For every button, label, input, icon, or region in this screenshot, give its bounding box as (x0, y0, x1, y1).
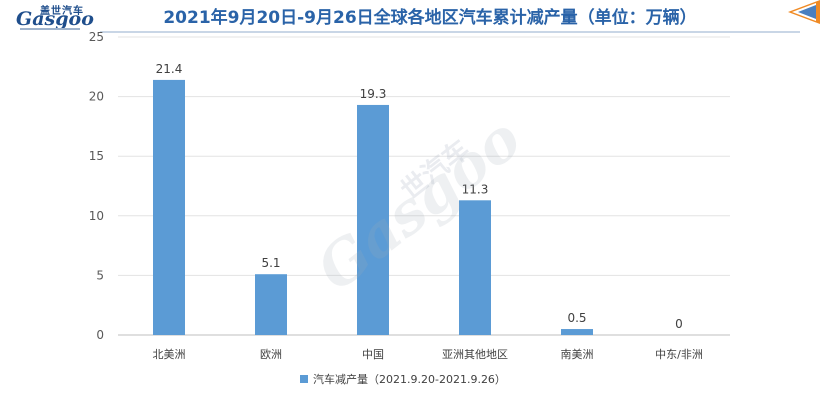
bar (459, 200, 491, 335)
data-label: 19.3 (360, 87, 387, 101)
data-label: 21.4 (156, 62, 183, 76)
x-tick-label: 南美洲 (561, 348, 594, 361)
y-tick-label: 0 (96, 328, 104, 342)
y-tick-label: 25 (89, 30, 104, 44)
x-tick-label: 北美洲 (153, 348, 186, 361)
logo-cn-text: 盖世汽车 (40, 6, 84, 17)
data-label: 0 (675, 317, 683, 331)
bar (255, 274, 287, 335)
y-tick-label: 5 (96, 268, 104, 282)
y-tick-label: 15 (89, 149, 104, 163)
bar (357, 104, 389, 335)
bar (561, 329, 593, 335)
gasgoo-logo: 盖世汽车 Gasgoo (6, 2, 98, 32)
bar (153, 79, 185, 335)
chart-area: 世汽车 Gasgoo 0 5 10 15 20 25 21.4 北美洲 5.1 欧洲 19.3 中国 1… (0, 30, 820, 401)
x-tick-label: 中国 (362, 348, 384, 361)
y-tick-label: 10 (89, 209, 104, 223)
data-label: 11.3 (462, 182, 489, 196)
legend-label: 汽车减产量（2021.9.20-2021.9.26） (313, 372, 506, 386)
data-label: 0.5 (567, 311, 586, 325)
y-tick-label: 20 (89, 90, 104, 104)
logo-underline (20, 28, 80, 30)
legend-swatch (300, 375, 308, 383)
x-tick-label: 中东/非洲 (655, 348, 703, 361)
chart-title: 2021年9月20日-9月26日全球各地区汽车累计减产量（单位：万辆） (163, 7, 697, 28)
title-bar: 2021年9月20日-9月26日全球各地区汽车累计减产量（单位：万辆） (100, 0, 760, 30)
corner-arrow-icon (788, 0, 820, 24)
logo-en-text: Gasgoo (16, 8, 94, 30)
x-tick-label: 欧洲 (260, 348, 282, 361)
data-label: 5.1 (261, 256, 280, 270)
title-underline (100, 31, 800, 33)
x-tick-label: 亚洲其他地区 (442, 348, 508, 361)
bar-chart: 0 5 10 15 20 25 21.4 北美洲 5.1 欧洲 19.3 中国 11.3 亚洲其他地区 0.… (89, 30, 730, 386)
